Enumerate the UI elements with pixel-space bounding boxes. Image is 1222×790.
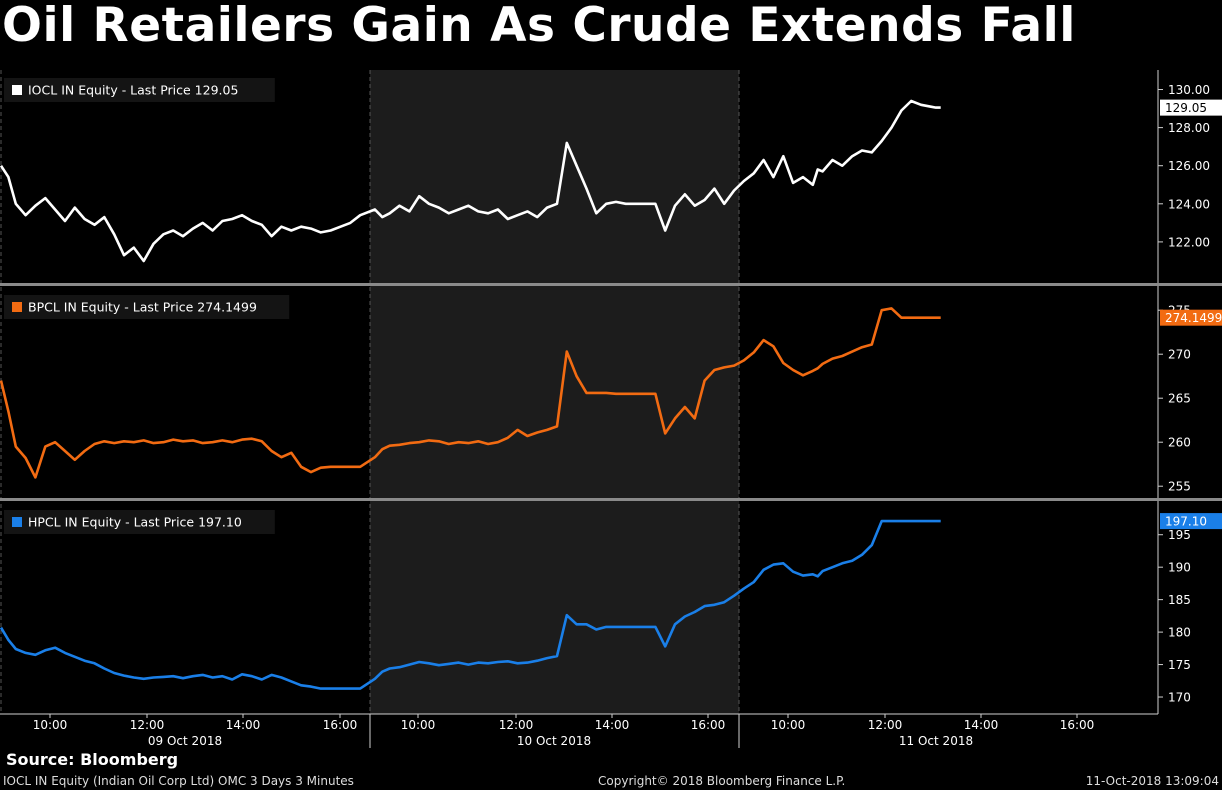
x-tick-label: 10:00 <box>33 718 68 732</box>
y-tick-label: 270 <box>1168 348 1191 362</box>
legend-swatch <box>12 85 22 95</box>
legend-swatch <box>12 302 22 312</box>
x-tick-label: 16:00 <box>691 718 726 732</box>
series-line-bpcl <box>0 307 941 479</box>
x-tick-label: 16:00 <box>1060 718 1095 732</box>
last-price-label: 129.05 <box>1165 101 1207 115</box>
y-tick-label: 122.00 <box>1168 235 1210 249</box>
legend-label: IOCL IN Equity - Last Price 129.05 <box>28 83 238 98</box>
legend-label: HPCL IN Equity - Last Price 197.10 <box>28 515 242 530</box>
y-tick-label: 265 <box>1168 392 1191 406</box>
x-day-label: 09 Oct 2018 <box>148 734 222 748</box>
chart-title: Oil Retailers Gain As Crude Extends Fall <box>2 0 1076 53</box>
y-tick-label: 190 <box>1168 561 1191 575</box>
y-tick-label: 260 <box>1168 436 1191 450</box>
x-day-label: 10 Oct 2018 <box>517 734 591 748</box>
series-line-iocl <box>0 99 941 263</box>
x-tick-label: 10:00 <box>771 718 806 732</box>
x-tick-label: 12:00 <box>868 718 903 732</box>
y-tick-label: 170 <box>1168 691 1191 705</box>
y-tick-label: 124.00 <box>1168 197 1210 211</box>
x-tick-label: 12:00 <box>499 718 534 732</box>
x-tick-label: 14:00 <box>226 718 261 732</box>
footer-copyright: Copyright© 2018 Bloomberg Finance L.P. <box>598 774 846 788</box>
last-price-tag <box>1160 309 1222 326</box>
last-price-label: 274.1499 <box>1165 311 1222 325</box>
panel-divider-2 <box>0 498 1222 501</box>
y-tick-label: 128.00 <box>1168 121 1210 135</box>
y-tick-label: 255 <box>1168 480 1191 494</box>
legend-label: BPCL IN Equity - Last Price 274.1499 <box>28 300 257 315</box>
y-tick-label: 195 <box>1168 528 1191 542</box>
last-price-tag <box>1160 513 1222 530</box>
y-tick-label: 126.00 <box>1168 159 1210 173</box>
legend-swatch <box>12 517 22 527</box>
x-tick-label: 16:00 <box>323 718 358 732</box>
panel-divider-1 <box>0 283 1222 286</box>
x-tick-label: 10:00 <box>401 718 436 732</box>
x-tick-label: 14:00 <box>595 718 630 732</box>
footer-security-description: IOCL IN Equity (Indian Oil Corp Ltd) OMC… <box>3 774 354 788</box>
y-tick-label: 175 <box>1168 658 1191 672</box>
legend-box <box>4 295 290 319</box>
last-price-tag <box>1160 99 1222 116</box>
last-price-label: 197.10 <box>1165 515 1207 529</box>
y-tick-label: 130.00 <box>1168 83 1210 97</box>
footer-timestamp: 11-Oct-2018 13:09:04 <box>1085 774 1219 788</box>
x-day-label: 11 Oct 2018 <box>899 734 973 748</box>
series-line-hpcl <box>0 519 941 690</box>
x-tick-label: 12:00 <box>130 718 165 732</box>
legend-box <box>4 78 275 102</box>
shaded-day-region <box>370 70 739 714</box>
y-tick-label: 185 <box>1168 593 1191 607</box>
x-tick-label: 14:00 <box>964 718 999 732</box>
legend-box <box>4 510 275 534</box>
y-tick-label: 180 <box>1168 626 1191 640</box>
source-label: Source: Bloomberg <box>6 750 179 769</box>
